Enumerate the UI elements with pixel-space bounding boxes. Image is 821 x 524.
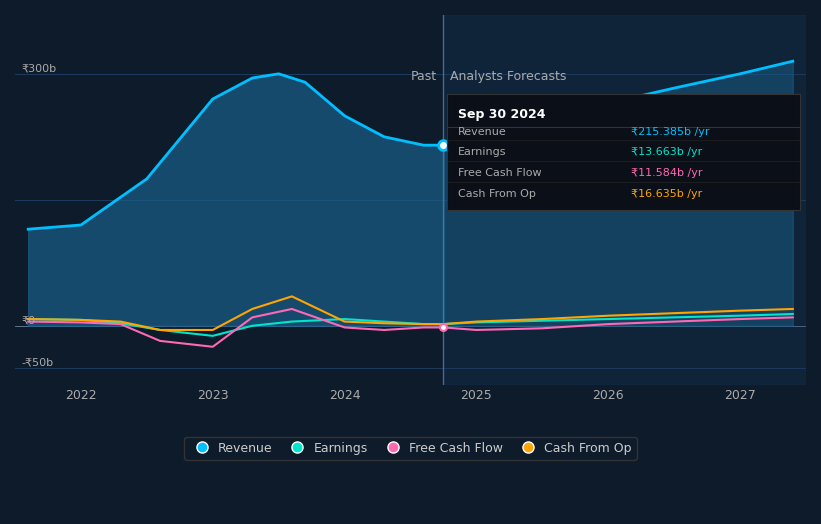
Bar xyxy=(443,15,806,385)
Text: ₹0: ₹0 xyxy=(21,316,36,326)
Text: Revenue: Revenue xyxy=(458,127,507,137)
Text: Earnings: Earnings xyxy=(458,147,507,157)
Text: ₹13.663b /yr: ₹13.663b /yr xyxy=(631,147,702,157)
Text: ₹11.584b /yr: ₹11.584b /yr xyxy=(631,168,703,178)
Text: -₹50b: -₹50b xyxy=(21,358,53,368)
Text: ₹215.385b /yr: ₹215.385b /yr xyxy=(631,127,709,137)
Text: Cash From Op: Cash From Op xyxy=(458,189,536,199)
Legend: Revenue, Earnings, Free Cash Flow, Cash From Op: Revenue, Earnings, Free Cash Flow, Cash … xyxy=(184,436,637,460)
Text: Analysts Forecasts: Analysts Forecasts xyxy=(450,70,566,83)
Text: ₹300b: ₹300b xyxy=(21,64,57,74)
Text: Free Cash Flow: Free Cash Flow xyxy=(458,168,542,178)
Text: Sep 30 2024: Sep 30 2024 xyxy=(458,108,545,121)
Text: Past: Past xyxy=(410,70,437,83)
Text: ₹16.635b /yr: ₹16.635b /yr xyxy=(631,189,702,199)
